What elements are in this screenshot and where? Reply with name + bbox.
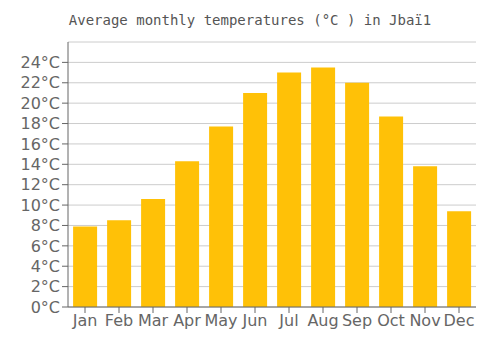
svg-text:Feb: Feb (105, 311, 133, 330)
svg-text:May: May (204, 311, 237, 330)
svg-text:8°C: 8°C (31, 216, 60, 235)
svg-text:Aug: Aug (307, 311, 338, 330)
svg-text:Apr: Apr (173, 311, 201, 330)
svg-text:18°C: 18°C (20, 114, 60, 133)
svg-text:Jan: Jan (72, 311, 98, 330)
svg-text:Jun: Jun (242, 311, 268, 330)
svg-text:12°C: 12°C (20, 175, 60, 194)
svg-text:2°C: 2°C (31, 277, 60, 296)
svg-text:Nov: Nov (409, 311, 440, 330)
html-text:Average monthly temperatures (: Average monthly temperatures (°C ) in Jb… (68, 12, 432, 28)
svg-text:6°C: 6°C (31, 237, 60, 256)
svg-text:Jul: Jul (278, 311, 298, 330)
svg-text:22°C: 22°C (20, 73, 60, 92)
svg-text:Sep: Sep (342, 311, 372, 330)
svg-text:16°C: 16°C (20, 135, 60, 154)
svg-text:Oct: Oct (377, 311, 405, 330)
svg-text:Dec: Dec (444, 311, 475, 330)
svg-text:4°C: 4°C (31, 257, 60, 276)
svg-text:0°C: 0°C (31, 298, 60, 317)
svg-text:24°C: 24°C (20, 53, 60, 72)
svg-text:10°C: 10°C (20, 196, 60, 215)
svg-text:Mar: Mar (138, 311, 169, 330)
svg-text:14°C: 14°C (20, 155, 60, 174)
svg-text:20°C: 20°C (20, 94, 60, 113)
